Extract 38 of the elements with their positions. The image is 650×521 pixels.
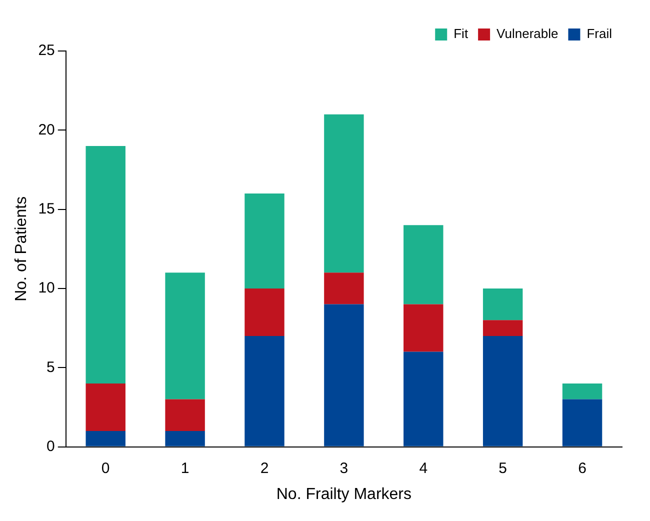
bar [562,399,602,446]
x-tick-label: 4 [419,460,428,477]
legend-label: Vulnerable [496,26,558,42]
bar [404,352,444,446]
bar [324,304,364,446]
x-tick-label: 6 [578,460,586,477]
bar [482,336,523,446]
y-axis-title: No. of Patients [13,196,30,302]
y-tick-label: 25 [38,42,55,60]
bar [482,288,523,320]
y-tick-label: 20 [38,121,55,138]
y-tick-label: 15 [38,200,55,218]
x-tick-label: 1 [180,460,190,477]
bar [165,399,205,431]
bar [324,272,364,304]
bar [562,383,602,400]
bar [165,430,205,446]
y-tick-label: 5 [46,358,55,376]
bar [244,288,284,336]
bar [404,304,444,352]
bar [482,320,523,336]
y-tick-label: 0 [46,438,55,455]
bar [244,336,284,446]
bar [86,430,126,446]
bar [165,272,205,400]
bar [86,383,126,431]
bar [244,193,284,288]
legend-label: Frail [586,26,612,42]
legend-label: Fit [454,26,468,42]
x-tick-label: 3 [340,460,348,477]
bar [324,114,364,273]
y-tick-label: 10 [38,280,55,297]
bar [404,225,444,304]
x-tick-label: 2 [260,460,269,477]
x-axis-title: No. Frailty Markers [276,486,412,503]
bar [86,146,126,384]
x-tick-label: 0 [101,460,110,477]
x-tick-label: 5 [498,460,508,477]
